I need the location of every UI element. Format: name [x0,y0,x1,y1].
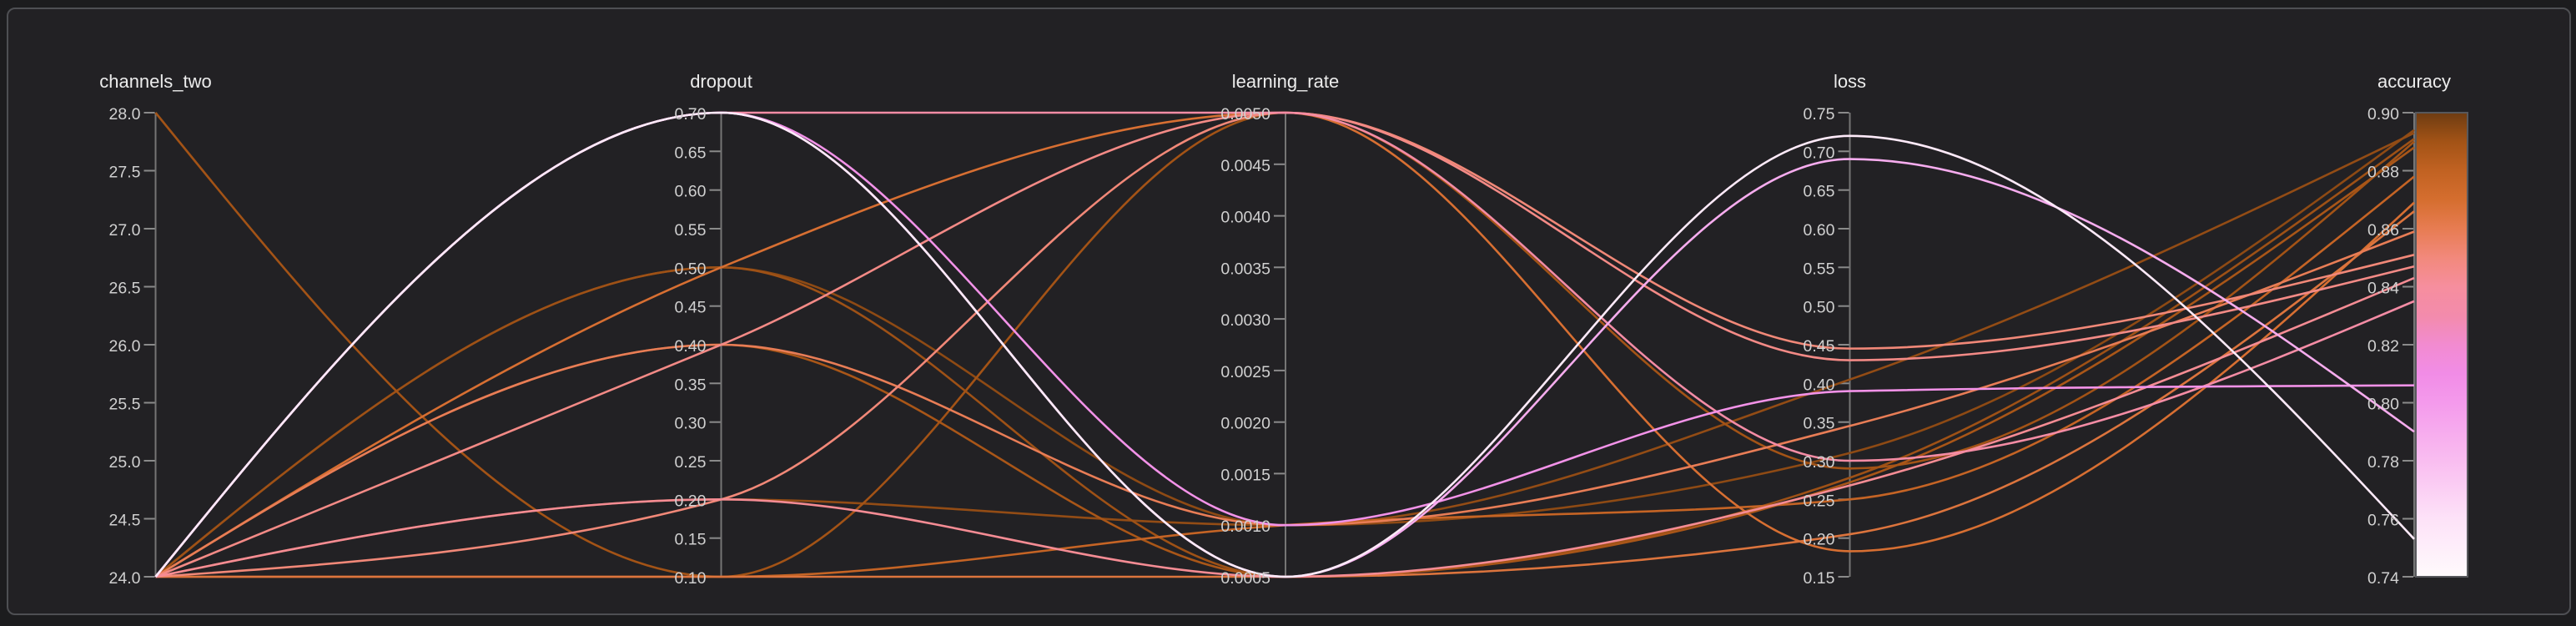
svg-text:0.40: 0.40 [1804,376,1835,394]
svg-text:0.45: 0.45 [675,299,707,317]
svg-text:0.15: 0.15 [1804,569,1835,588]
svg-text:0.74: 0.74 [2367,569,2399,588]
svg-text:0.40: 0.40 [675,337,707,356]
svg-text:0.0005: 0.0005 [1220,569,1270,588]
svg-text:0.84: 0.84 [2367,280,2399,298]
svg-text:0.55: 0.55 [1804,260,1835,278]
svg-text:accuracy: accuracy [2377,71,2451,92]
svg-text:26.0: 26.0 [109,337,141,356]
svg-text:27.0: 27.0 [109,221,141,240]
svg-text:0.0030: 0.0030 [1220,311,1270,330]
svg-text:0.60: 0.60 [675,183,707,201]
svg-text:0.15: 0.15 [675,531,707,549]
svg-text:0.0025: 0.0025 [1220,363,1270,381]
svg-text:0.0035: 0.0035 [1220,260,1270,278]
svg-text:0.50: 0.50 [1804,299,1835,317]
svg-text:loss: loss [1834,71,1866,92]
svg-text:25.5: 25.5 [109,396,141,414]
svg-text:28.0: 28.0 [109,105,141,124]
svg-text:0.0020: 0.0020 [1220,415,1270,433]
svg-text:0.0050: 0.0050 [1220,105,1270,124]
svg-text:0.0045: 0.0045 [1220,157,1270,175]
svg-text:0.30: 0.30 [1804,453,1835,472]
svg-text:0.88: 0.88 [2367,164,2399,182]
svg-text:0.50: 0.50 [675,260,707,278]
svg-text:0.60: 0.60 [1804,221,1835,240]
svg-text:0.30: 0.30 [675,415,707,433]
svg-text:0.65: 0.65 [675,144,707,162]
svg-text:0.10: 0.10 [675,569,707,588]
svg-text:0.55: 0.55 [675,221,707,240]
svg-text:0.82: 0.82 [2367,337,2399,356]
svg-text:0.86: 0.86 [2367,221,2399,240]
svg-text:0.20: 0.20 [1804,531,1835,549]
svg-text:learning_rate: learning_rate [1232,71,1339,92]
svg-text:26.5: 26.5 [109,280,141,298]
svg-text:dropout: dropout [690,71,752,92]
svg-text:0.80: 0.80 [2367,396,2399,414]
svg-text:0.76: 0.76 [2367,512,2399,530]
svg-text:0.78: 0.78 [2367,453,2399,472]
svg-text:25.0: 25.0 [109,453,141,472]
svg-text:0.25: 0.25 [1804,492,1835,510]
svg-text:0.75: 0.75 [1804,105,1835,124]
svg-text:0.0015: 0.0015 [1220,466,1270,484]
svg-text:24.0: 24.0 [109,569,141,588]
svg-text:0.35: 0.35 [675,376,707,394]
svg-text:channels_two: channels_two [99,71,212,92]
svg-text:0.35: 0.35 [1804,415,1835,433]
svg-text:0.70: 0.70 [675,105,707,124]
svg-text:0.90: 0.90 [2367,105,2399,124]
svg-text:0.0040: 0.0040 [1220,209,1270,227]
svg-text:0.20: 0.20 [675,492,707,510]
svg-text:0.45: 0.45 [1804,337,1835,356]
svg-text:27.5: 27.5 [109,164,141,182]
svg-text:0.65: 0.65 [1804,183,1835,201]
svg-text:0.25: 0.25 [675,453,707,472]
svg-text:24.5: 24.5 [109,512,141,530]
svg-text:0.0010: 0.0010 [1220,517,1270,536]
svg-text:0.70: 0.70 [1804,144,1835,162]
